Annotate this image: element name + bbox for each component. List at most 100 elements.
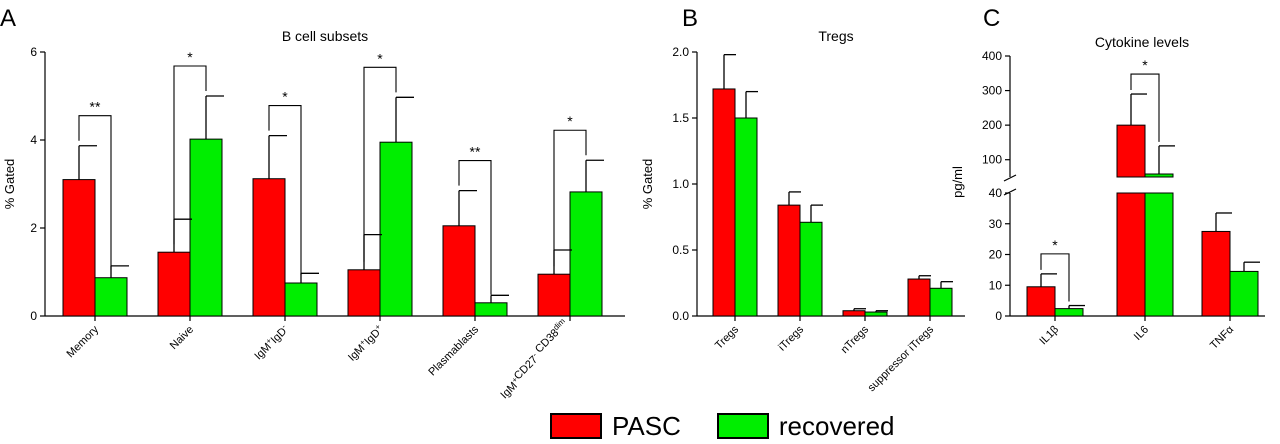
bar-recovered [799,221,823,317]
bar-pasc [1026,286,1056,317]
y-tick-label: 0.0 [672,309,689,323]
axis-break-mark [1003,174,1017,182]
bar-pasc [252,178,286,317]
panel-b-letter: B [682,5,698,32]
x-tick-label: Plasmablasts [426,323,481,378]
panel-c-ylabel: pg/ml [950,166,965,198]
x-tick-label: suppressor iTregs [866,323,937,394]
significance-bracket-mark: * [1142,57,1148,73]
y-tick-label: 10 [989,278,1003,292]
y-tick-label: 200 [982,118,1002,132]
panel-b-title: Tregs [818,28,853,44]
significance-bracket-mark: ** [470,144,481,160]
panel-c-plot: 0 10 20 30 40 100 200 300 400 IL1β * IL6 * TNFα [982,49,1265,352]
bar-recovered [569,191,603,317]
y-tick-label: 0.5 [672,243,689,257]
bar-pasc [62,179,96,317]
bar-recovered [284,282,318,317]
bar-recovered [1054,308,1084,317]
bar-pasc [907,278,931,317]
legend: PASC recovered [550,410,931,442]
y-tick-label: 2 [30,221,37,235]
panel-b: B Tregs % Gated 0.0 0.5 1.0 1.5 2.0 Tregs iTre… [640,5,965,394]
panel-b-plot: 0.0 0.5 1.0 1.5 2.0 Tregs iTregs nTregssuppress… [672,45,965,394]
legend-label-pasc: PASC [612,410,681,441]
panel-b-ylabel: % Gated [640,159,655,210]
legend-swatch-pasc [550,413,602,439]
axis-break-mark [1003,188,1017,196]
x-tick-label: IL1β [1037,324,1061,348]
panel-c-title: Cytokine levels [1095,34,1189,50]
y-tick-label: 300 [982,84,1002,98]
x-tick-label: IgM+IgD- [251,322,291,362]
significance-bracket-mark: * [282,89,288,105]
legend-item-recovered: recovered [716,410,895,442]
significance-bracket-mark: * [1052,237,1058,253]
significance-bracket [553,129,587,267]
y-tick-label: 1.0 [672,177,689,191]
bar-recovered [864,311,888,317]
y-tick-label: 40 [989,186,1003,200]
bar-pasc [442,225,476,317]
significance-bracket [173,65,207,245]
bar-recovered [734,117,758,317]
y-tick-label: 0 [995,309,1002,323]
significance-bracket [1040,253,1070,302]
y-tick-label: 6 [30,45,37,59]
panel-a-title: B cell subsets [282,28,368,44]
bar-pasc-upper [1116,124,1146,178]
bar-recovered [1229,270,1259,317]
bar-pasc [537,273,571,317]
bar-recovered [94,277,128,317]
bar-pasc [1201,230,1231,317]
y-tick-label: 400 [982,49,1002,63]
bar-recovered-upper [1144,173,1174,178]
bar-recovered [379,141,413,317]
significance-bracket [458,160,492,295]
significance-bracket [78,115,112,270]
bar-pasc [842,310,866,317]
y-tick-label: 0 [30,309,37,323]
bar-recovered-lower [1144,192,1174,317]
x-tick-label: Tregs [713,323,741,351]
x-tick-label: TNFα [1208,323,1237,352]
bar-pasc [777,204,801,317]
panel-a: A B cell subsets % Gated 0246Memory**Nai… [0,5,625,401]
x-tick-label: iTregs [776,323,806,353]
legend-label-recovered: recovered [778,410,895,441]
x-tick-label: Naive [168,324,196,352]
bar-pasc-lower [1116,192,1146,317]
y-tick-label: 2.0 [672,45,689,59]
significance-bracket [268,105,302,275]
significance-bracket [363,66,397,262]
significance-bracket-mark: * [377,50,383,66]
legend-item-pasc: PASC [550,411,681,442]
x-tick-label: IgM+CD27- CD38dim [491,316,576,401]
y-tick-label: 100 [982,153,1002,167]
significance-bracket-mark: ** [90,99,101,115]
bar-recovered [189,138,223,317]
x-tick-label: Memory [65,323,102,360]
panel-c-letter: C [983,5,1000,32]
panel-a-letter: A [0,5,16,32]
panel-a-ylabel: % Gated [2,159,17,210]
y-tick-label: 20 [989,248,1003,262]
significance-bracket-mark: * [187,49,193,65]
significance-bracket-mark: * [567,113,573,129]
bar-pasc [157,251,191,317]
significance-bracket [1130,73,1160,142]
y-tick-label: 4 [30,133,37,147]
y-tick-label: 30 [989,217,1003,231]
bar-recovered [474,302,508,317]
y-tick-label: 1.5 [672,111,689,125]
legend-swatch-recovered [716,413,769,439]
panel-c: C Cytokine levels pg/ml 0 10 20 30 40 100 200 3… [950,5,1265,352]
x-tick-label: IgM+IgD+ [345,322,387,364]
bar-pasc [347,269,381,317]
bar-recovered [929,287,953,317]
x-tick-label: IL6 [1132,324,1151,343]
x-tick-label: nTregs [839,323,872,356]
panel-a-plot: 0 2 4 6 Memory ** Naive * IgM+IgD- * IgM+IgD+ * Plas… [30,45,625,401]
bar-pasc [712,88,736,317]
